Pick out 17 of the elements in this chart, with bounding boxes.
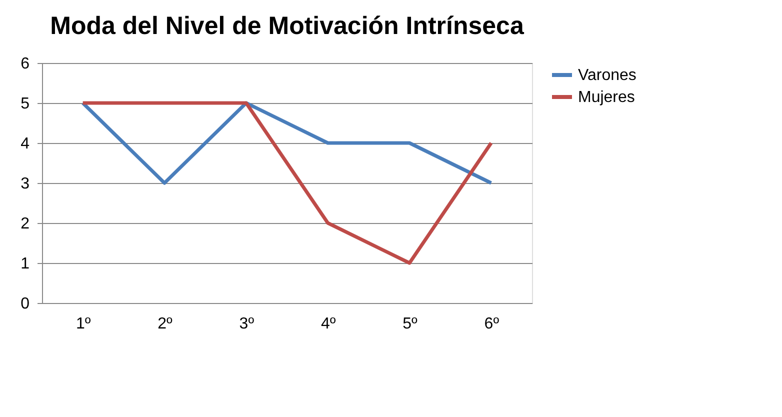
legend-label: Mujeres (578, 89, 635, 106)
x-tick-label: 6º (484, 316, 500, 332)
y-tick-label: 6 (20, 56, 30, 72)
y-tick-label: 4 (20, 136, 30, 152)
y-tick-label: 1 (20, 256, 30, 272)
legend-label: Varones (578, 67, 636, 84)
y-tick-label: 2 (20, 216, 30, 232)
x-tick-label: 2º (158, 316, 173, 332)
y-tick-label: 0 (20, 296, 30, 312)
chart-title: Moda del Nivel de Motivación Intrínseca (50, 12, 525, 40)
x-tick-label: 3º (239, 316, 254, 332)
x-tick-label: 1º (76, 316, 91, 332)
x-tick-label: 5º (402, 316, 418, 332)
line-series (81, 101, 493, 265)
x-tick-label: 4º (320, 316, 336, 332)
y-tick-label: 3 (20, 176, 30, 192)
y-tick-label: 5 (20, 96, 30, 112)
